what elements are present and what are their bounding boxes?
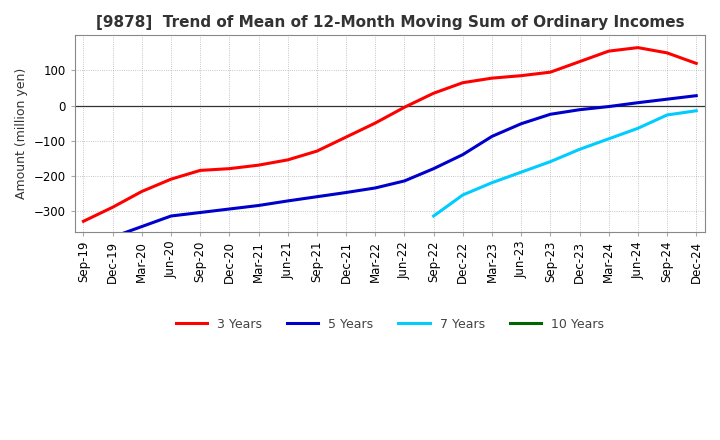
- 3 Years: [108, 205, 117, 210]
- 3 Years: [487, 76, 496, 81]
- 5 Years: [284, 198, 292, 204]
- Line: 5 Years: 5 Years: [112, 95, 696, 237]
- Title: [9878]  Trend of Mean of 12-Month Moving Sum of Ordinary Incomes: [9878] Trend of Mean of 12-Month Moving …: [96, 15, 684, 30]
- 5 Years: [634, 100, 642, 105]
- 5 Years: [138, 224, 146, 229]
- 3 Years: [371, 121, 379, 126]
- 3 Years: [254, 162, 263, 168]
- Line: 3 Years: 3 Years: [84, 48, 696, 221]
- 5 Years: [400, 178, 409, 183]
- 5 Years: [662, 96, 671, 102]
- 7 Years: [429, 213, 438, 219]
- 5 Years: [575, 107, 584, 112]
- 5 Years: [487, 134, 496, 139]
- 5 Years: [517, 121, 526, 126]
- 5 Years: [254, 203, 263, 208]
- 3 Years: [692, 61, 701, 66]
- 5 Years: [167, 213, 176, 219]
- Y-axis label: Amount (million yen): Amount (million yen): [15, 68, 28, 199]
- 3 Years: [196, 168, 204, 173]
- 7 Years: [634, 126, 642, 131]
- 3 Years: [429, 91, 438, 96]
- 3 Years: [225, 166, 234, 171]
- 5 Years: [312, 194, 321, 199]
- 7 Years: [546, 159, 554, 164]
- 7 Years: [604, 136, 613, 142]
- 3 Years: [575, 59, 584, 64]
- 7 Years: [692, 108, 701, 114]
- Line: 7 Years: 7 Years: [433, 111, 696, 216]
- 7 Years: [487, 180, 496, 185]
- 3 Years: [459, 80, 467, 85]
- 5 Years: [429, 166, 438, 171]
- 5 Years: [604, 104, 613, 109]
- 3 Years: [546, 70, 554, 75]
- 3 Years: [634, 45, 642, 50]
- 5 Years: [546, 112, 554, 117]
- 3 Years: [342, 135, 351, 140]
- 3 Years: [604, 48, 613, 54]
- 3 Years: [662, 50, 671, 55]
- 3 Years: [517, 73, 526, 78]
- 7 Years: [575, 147, 584, 152]
- 5 Years: [225, 206, 234, 212]
- 7 Years: [517, 169, 526, 175]
- Legend: 3 Years, 5 Years, 7 Years, 10 Years: 3 Years, 5 Years, 7 Years, 10 Years: [171, 313, 609, 336]
- 7 Years: [662, 112, 671, 117]
- 3 Years: [284, 157, 292, 162]
- 7 Years: [459, 192, 467, 198]
- 5 Years: [371, 185, 379, 191]
- 5 Years: [692, 93, 701, 98]
- 3 Years: [400, 105, 409, 110]
- 3 Years: [167, 176, 176, 182]
- 5 Years: [459, 152, 467, 157]
- 3 Years: [138, 189, 146, 194]
- 5 Years: [196, 210, 204, 215]
- 5 Years: [108, 235, 117, 240]
- 3 Years: [312, 148, 321, 154]
- 3 Years: [79, 219, 88, 224]
- 5 Years: [342, 190, 351, 195]
